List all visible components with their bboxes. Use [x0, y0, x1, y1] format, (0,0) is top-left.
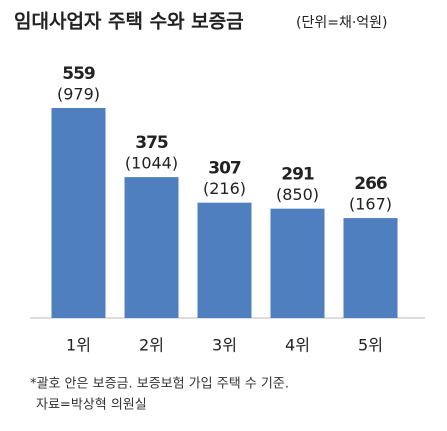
deposit-label: (1044): [125, 154, 178, 173]
x-tick-label: 1위: [66, 336, 91, 355]
value-label: 291: [281, 165, 314, 185]
x-tick-label: 3위: [212, 336, 237, 355]
deposit-label: (167): [349, 195, 392, 214]
bar: [124, 177, 179, 318]
bar: [51, 108, 106, 318]
x-tick-label: 2위: [139, 336, 164, 355]
deposit-label: (216): [203, 179, 246, 198]
deposit-label: (979): [57, 85, 100, 104]
deposit-label: (850): [276, 185, 319, 204]
footnote: *괄호 안은 보증금. 보증보험 가입 주택 수 기준.: [30, 377, 289, 392]
bar: [197, 202, 252, 318]
x-tick-label: 4위: [285, 336, 310, 355]
value-label: 375: [135, 133, 168, 153]
bar: [343, 218, 398, 318]
x-tick-label: 5위: [358, 336, 383, 355]
bar: [270, 208, 325, 318]
value-label: 559: [62, 64, 95, 84]
chart-title: 임대사업자 주택 수와 보증금: [14, 11, 244, 33]
value-label: 307: [208, 159, 241, 179]
chart-subtitle: (단위=채·억원): [296, 15, 388, 31]
value-label: 266: [354, 174, 387, 194]
footnote: 자료=박상혁 의원실: [36, 398, 147, 413]
